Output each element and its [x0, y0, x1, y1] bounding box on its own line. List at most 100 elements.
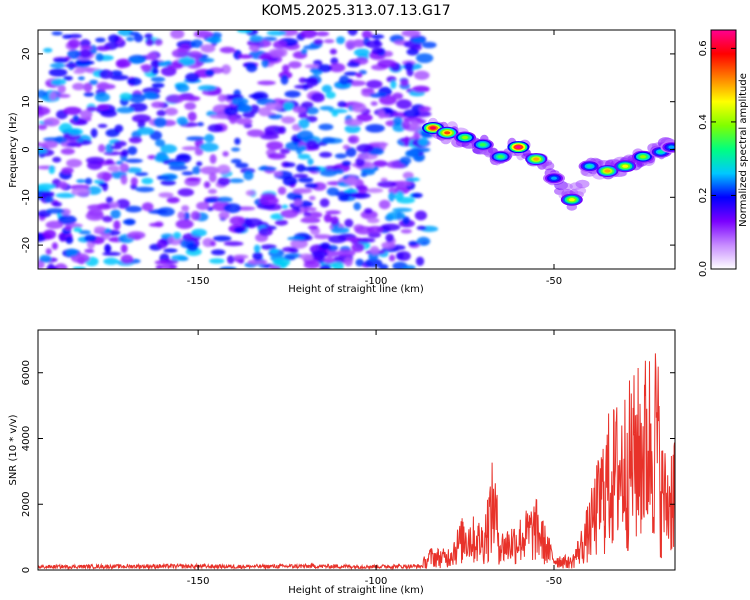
y-tick-label: 2000 [21, 492, 32, 517]
noise-blob [219, 46, 236, 54]
noise-blob [105, 159, 114, 164]
signal-peak [533, 157, 540, 161]
noise-blob [306, 107, 319, 115]
noise-blob [266, 30, 287, 36]
noise-blob [110, 209, 121, 219]
noise-blob [405, 150, 420, 158]
noise-blob [298, 177, 314, 183]
noise-blob [209, 258, 225, 264]
noise-blob [104, 243, 111, 254]
signal-peak [586, 164, 593, 168]
noise-blob [210, 240, 216, 247]
noise-blob [57, 215, 77, 225]
noise-blob [403, 109, 420, 118]
noise-blob [130, 177, 138, 186]
spectrogram-y-label: Frequency (Hz) [8, 112, 19, 188]
noise-blob [257, 166, 277, 171]
noise-blob [86, 106, 97, 112]
noise-blob [292, 106, 307, 114]
noise-blob [311, 250, 329, 258]
noise-blob [360, 172, 368, 177]
spectrogram-x-ticks: -150 -100 -50 [187, 30, 562, 287]
noise-blob [330, 227, 350, 234]
noise-blob [235, 162, 249, 169]
noise-blob [261, 58, 270, 68]
snr-y-label: SNR (10 * v/v) [8, 414, 19, 485]
noise-blob [402, 216, 410, 225]
noise-blob [168, 161, 186, 167]
noise-blob [379, 95, 397, 106]
signal-halo [557, 182, 573, 191]
noise-blob [46, 265, 58, 269]
noise-blob [150, 76, 166, 82]
noise-blob [181, 205, 190, 212]
noise-blob [330, 216, 339, 226]
signal-peak [497, 155, 504, 159]
signal-peak [668, 145, 675, 149]
y-tick-label: 6000 [21, 360, 32, 385]
noise-blob [50, 63, 66, 69]
noise-blob [380, 223, 401, 231]
noise-blob [370, 34, 385, 39]
noise-blob [73, 226, 82, 232]
noise-blob [57, 84, 66, 94]
noise-blob [90, 128, 98, 138]
noise-blob [344, 124, 361, 134]
noise-blob [134, 172, 149, 177]
noise-blob [96, 45, 111, 51]
noise-blob [347, 78, 354, 84]
noise-blob [199, 142, 219, 152]
y-tick-label: -20 [21, 237, 32, 253]
noise-blob [357, 237, 376, 243]
noise-blob [296, 164, 306, 173]
noise-blob [282, 64, 290, 73]
noise-blob [164, 107, 178, 116]
signal-peak [444, 131, 451, 135]
noise-blob [298, 77, 307, 84]
noise-blob [56, 93, 71, 98]
noise-blob [120, 244, 128, 254]
x-tick-label: -100 [365, 276, 388, 287]
noise-blob [392, 207, 413, 212]
noise-blob [208, 188, 217, 194]
noise-blob [379, 141, 387, 151]
noise-blob [279, 148, 291, 155]
noise-blob [282, 176, 298, 187]
noise-blob [102, 172, 111, 182]
noise-blob [318, 123, 334, 131]
noise-blob [313, 234, 332, 240]
noise-blob [145, 38, 154, 46]
noise-blob [304, 64, 320, 69]
noise-blob [73, 69, 85, 74]
noise-blob [229, 115, 237, 124]
noise-blob [223, 203, 242, 214]
noise-blob [204, 198, 218, 203]
noise-blob [203, 181, 211, 189]
noise-blob [110, 145, 122, 150]
noise-blob [300, 48, 308, 55]
noise-blob [120, 175, 128, 185]
noise-blob [113, 140, 127, 147]
x-tick-label: -150 [187, 276, 210, 287]
noise-blob [260, 133, 279, 140]
noise-blob [80, 109, 93, 119]
noise-blob [197, 85, 217, 91]
noise-blob [211, 249, 226, 256]
noise-blob [274, 219, 288, 226]
noise-blob [146, 52, 158, 61]
noise-blob [125, 205, 143, 213]
noise-blob [64, 225, 73, 231]
noise-blob [283, 162, 296, 168]
noise-blob [246, 129, 265, 137]
noise-blob [45, 248, 52, 255]
noise-blob [356, 143, 374, 153]
noise-blob [245, 190, 256, 196]
noise-blob [412, 85, 430, 93]
noise-blob [117, 30, 133, 37]
noise-blob [258, 227, 273, 237]
noise-blob [237, 104, 252, 113]
noise-blob [113, 220, 121, 231]
x-tick-label: -50 [546, 276, 562, 287]
noise-blob [135, 186, 155, 193]
